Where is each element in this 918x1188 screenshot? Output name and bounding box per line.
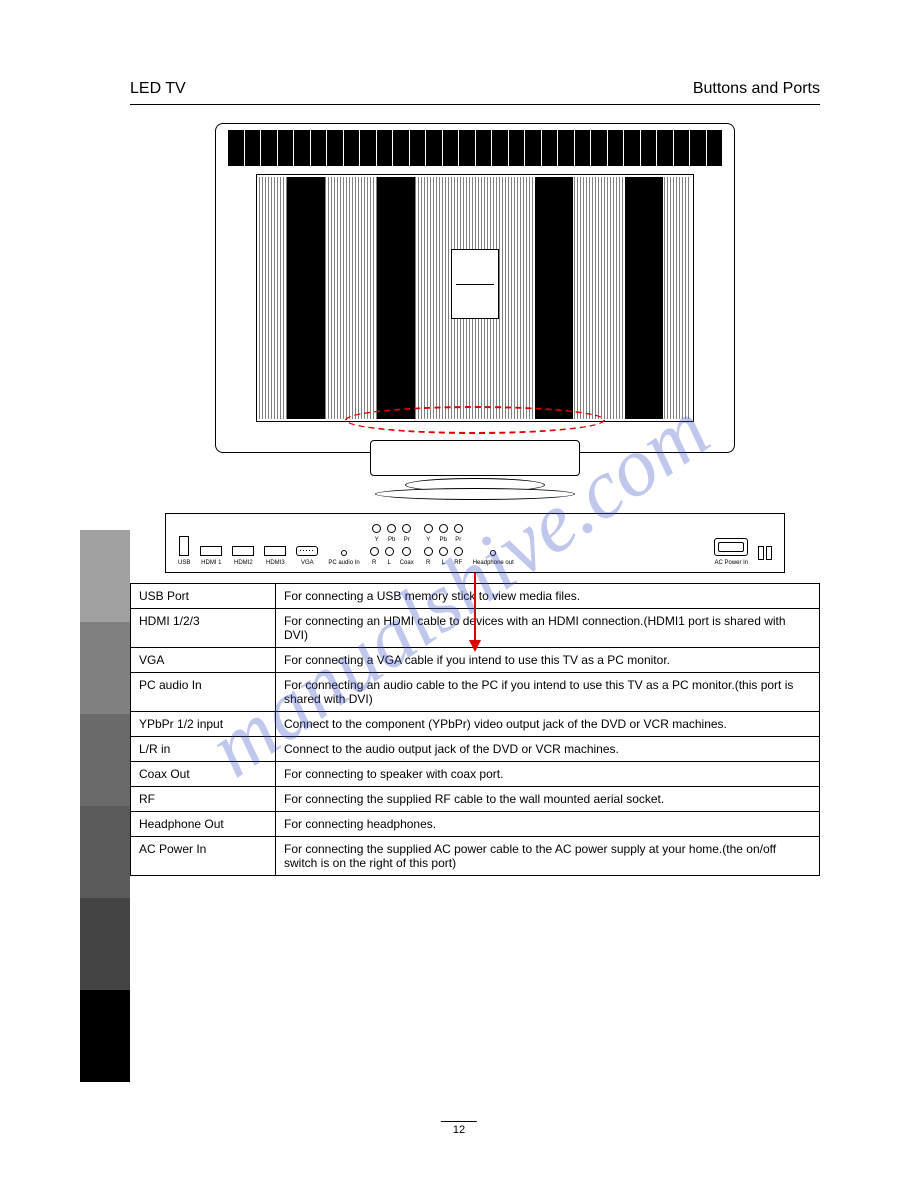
title-right: Buttons and Ports [693, 80, 820, 98]
sidebar-block [80, 806, 130, 898]
cell-port: AC Power In [131, 837, 276, 876]
tv-rating-label [451, 249, 499, 319]
page-number: 12 [441, 1121, 477, 1138]
cell-desc: For connecting to speaker with coax port… [276, 762, 820, 787]
cell-port: HDMI 1/2/3 [131, 609, 276, 648]
port-ypbpr1: Y Pb Pr R L Coax [370, 524, 414, 566]
port-label: HDMI2 [232, 560, 254, 566]
cell-desc: For connecting a USB memory stick to vie… [276, 584, 820, 609]
port-label: PC audio In [328, 560, 359, 566]
sidebar-block [80, 622, 130, 714]
port-label: USB [178, 560, 190, 566]
cell-port: Headphone Out [131, 812, 276, 837]
port-vga: VGA [296, 546, 318, 566]
cell-desc: For connecting an HDMI cable to devices … [276, 609, 820, 648]
tv-top-grille [228, 130, 722, 166]
port-usb: USB [178, 536, 190, 566]
port-label: HDMI3 [264, 560, 286, 566]
table-row: RFFor connecting the supplied RF cable t… [131, 787, 820, 812]
port-label: AC Power In [714, 560, 748, 566]
table-row: Coax OutFor connecting to speaker with c… [131, 762, 820, 787]
cell-port: YPbPr 1/2 input [131, 712, 276, 737]
cell-desc: For connecting the supplied AC power cab… [276, 837, 820, 876]
table-row: Headphone OutFor connecting headphones. [131, 812, 820, 837]
title-left: LED TV [130, 80, 186, 98]
sidebar-block [80, 530, 130, 622]
cell-port: RF [131, 787, 276, 812]
tv-stand-base [375, 488, 575, 500]
cell-desc: Connect to the component (YPbPr) video o… [276, 712, 820, 737]
port-headphone: Headphone out [473, 550, 514, 566]
port-switch [758, 546, 772, 566]
table-row: PC audio InFor connecting an audio cable… [131, 673, 820, 712]
port-hdmi3: HDMI3 [264, 546, 286, 566]
tv-inner-panel [256, 174, 694, 422]
ports-panel-diagram: USB HDMI 1 HDMI2 HDMI3 VGA [165, 513, 785, 573]
cell-desc: For connecting the supplied RF cable to … [276, 787, 820, 812]
page-header: LED TV Buttons and Ports [130, 80, 820, 105]
table-row: YPbPr 1/2 inputConnect to the component … [131, 712, 820, 737]
tv-rear-diagram [215, 123, 735, 453]
port-hdmi2: HDMI2 [232, 546, 254, 566]
port-hdmi1: HDMI 1 [200, 546, 222, 566]
sidebar-block [80, 898, 130, 990]
sidebar-block [80, 714, 130, 806]
port-ypbpr2: Y Pb Pr R L RF [424, 524, 463, 566]
cell-desc: For connecting an audio cable to the PC … [276, 673, 820, 712]
port-label: Headphone out [473, 560, 514, 566]
table-row: L/R inConnect to the audio output jack o… [131, 737, 820, 762]
tv-neck [370, 440, 580, 476]
cell-port: VGA [131, 648, 276, 673]
cell-desc: For connecting a VGA cable if you intend… [276, 648, 820, 673]
cell-desc: Connect to the audio output jack of the … [276, 737, 820, 762]
port-label: HDMI 1 [200, 560, 222, 566]
sidebar-gradient [80, 530, 130, 1082]
cell-port: PC audio In [131, 673, 276, 712]
table-row: AC Power InFor connecting the supplied A… [131, 837, 820, 876]
port-pcaudio: PC audio In [328, 550, 359, 566]
cell-port: USB Port [131, 584, 276, 609]
callout-ellipse [345, 406, 605, 434]
port-ac: AC Power In [714, 538, 748, 566]
cell-port: Coax Out [131, 762, 276, 787]
cell-desc: For connecting headphones. [276, 812, 820, 837]
sidebar-block [80, 990, 130, 1082]
cell-port: L/R in [131, 737, 276, 762]
port-label: VGA [296, 560, 318, 566]
